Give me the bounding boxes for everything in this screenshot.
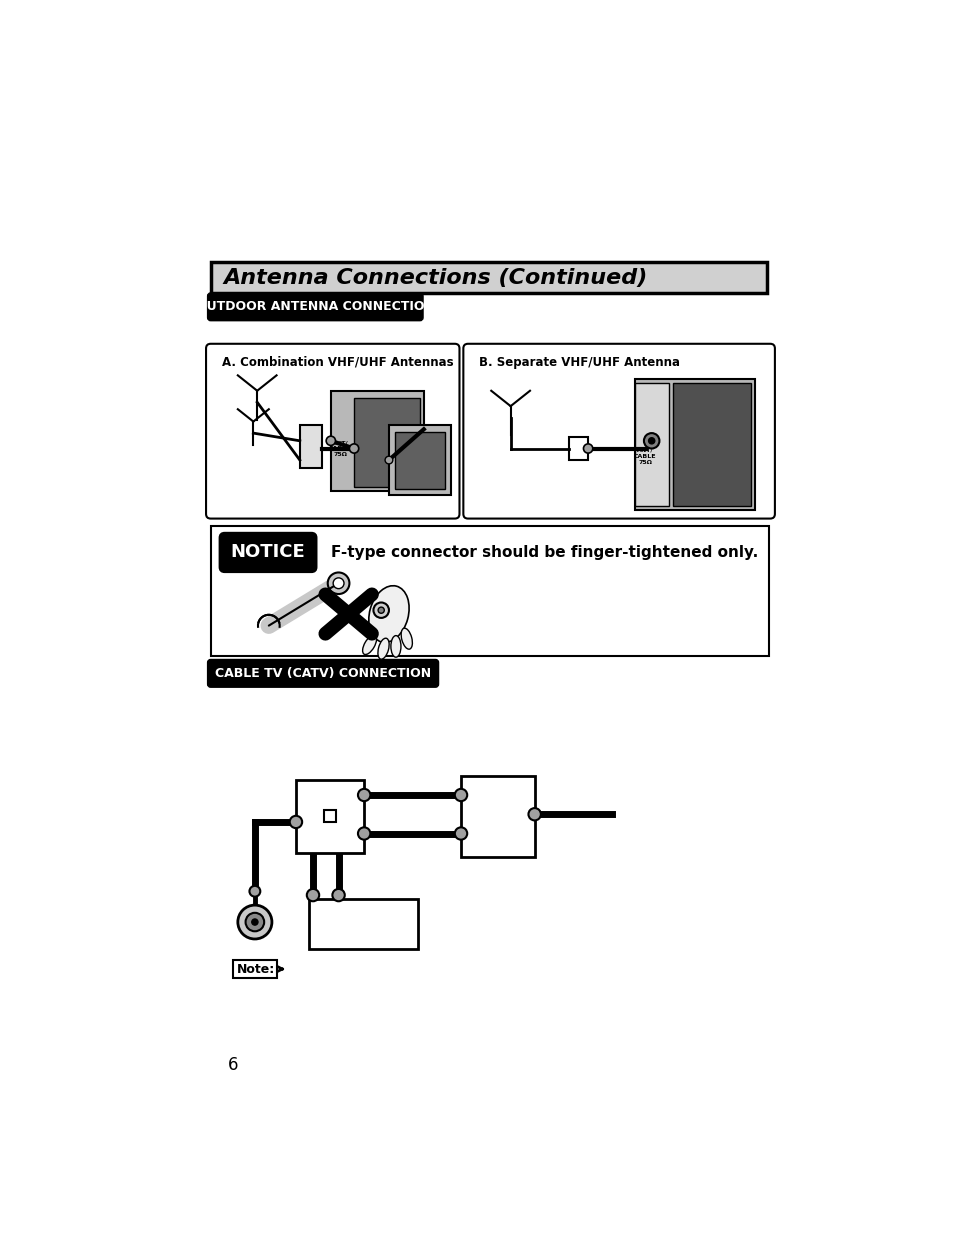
Text: F-type connector should be finger-tightened only.: F-type connector should be finger-tighte… [331, 545, 758, 559]
Circle shape [332, 889, 344, 902]
Text: Antenna Connections (Continued): Antenna Connections (Continued) [223, 268, 647, 288]
Ellipse shape [369, 585, 409, 642]
FancyBboxPatch shape [463, 343, 774, 519]
Text: NOTICE: NOTICE [231, 543, 305, 562]
Circle shape [455, 789, 467, 802]
FancyBboxPatch shape [568, 437, 587, 461]
FancyBboxPatch shape [634, 383, 669, 506]
Text: CABLE TV (CATV) CONNECTION: CABLE TV (CATV) CONNECTION [214, 667, 431, 679]
Circle shape [349, 443, 358, 453]
Circle shape [377, 608, 384, 614]
FancyBboxPatch shape [295, 779, 364, 852]
FancyBboxPatch shape [331, 390, 423, 490]
Circle shape [237, 905, 272, 939]
Text: ANT/
CABLE
75Ω: ANT/ CABLE 75Ω [634, 448, 656, 464]
FancyBboxPatch shape [208, 659, 438, 687]
FancyBboxPatch shape [208, 293, 422, 321]
Ellipse shape [362, 635, 376, 655]
Text: ANT/
CABLE
75Ω: ANT/ CABLE 75Ω [329, 440, 351, 457]
FancyBboxPatch shape [460, 776, 534, 857]
Circle shape [648, 437, 654, 443]
Circle shape [583, 443, 592, 453]
Circle shape [373, 603, 389, 618]
FancyBboxPatch shape [323, 810, 335, 823]
Circle shape [252, 919, 257, 925]
Circle shape [245, 913, 264, 931]
Circle shape [290, 816, 302, 829]
Circle shape [333, 578, 344, 589]
Circle shape [357, 789, 370, 802]
FancyBboxPatch shape [299, 425, 321, 468]
FancyBboxPatch shape [220, 534, 315, 572]
FancyBboxPatch shape [634, 379, 754, 510]
Circle shape [455, 827, 467, 840]
FancyBboxPatch shape [354, 399, 419, 487]
Circle shape [357, 827, 370, 840]
Circle shape [328, 573, 349, 594]
Circle shape [249, 885, 260, 897]
FancyBboxPatch shape [673, 383, 750, 506]
Circle shape [326, 436, 335, 446]
FancyBboxPatch shape [389, 425, 451, 495]
Text: B. Separate VHF/UHF Antenna: B. Separate VHF/UHF Antenna [478, 356, 679, 369]
Ellipse shape [391, 636, 400, 657]
Circle shape [307, 889, 319, 902]
Text: OUTDOOR ANTENNA CONNECTION: OUTDOOR ANTENNA CONNECTION [195, 300, 435, 314]
Circle shape [528, 808, 540, 820]
FancyBboxPatch shape [395, 431, 444, 489]
Ellipse shape [377, 638, 389, 659]
Circle shape [643, 433, 659, 448]
FancyBboxPatch shape [211, 262, 766, 293]
Circle shape [385, 456, 393, 464]
FancyBboxPatch shape [206, 343, 459, 519]
FancyBboxPatch shape [309, 899, 417, 948]
Text: A. Combination VHF/UHF Antennas: A. Combination VHF/UHF Antennas [221, 356, 453, 369]
Ellipse shape [400, 629, 412, 650]
Text: Note:: Note: [236, 962, 275, 976]
Text: 6: 6 [228, 1056, 238, 1073]
FancyBboxPatch shape [233, 960, 277, 978]
FancyBboxPatch shape [211, 526, 768, 656]
